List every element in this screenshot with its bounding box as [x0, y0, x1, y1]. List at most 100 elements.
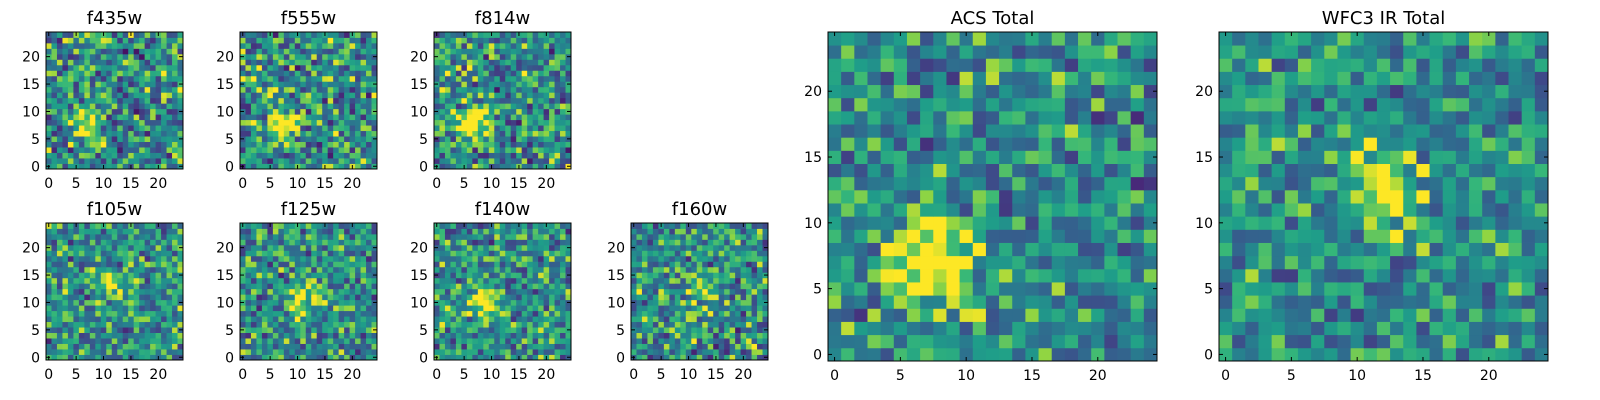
heatmap-cell	[133, 141, 140, 148]
heatmap-cell	[278, 92, 285, 99]
heatmap-cell	[56, 64, 63, 71]
heatmap-cell	[746, 316, 752, 323]
heatmap-cell	[250, 119, 257, 126]
heatmap-cell	[554, 338, 561, 344]
heatmap-cell	[565, 42, 572, 49]
heatmap-cell	[641, 283, 648, 290]
heatmap-cell	[674, 228, 681, 235]
heatmap-cell	[316, 316, 323, 323]
heatmap-cell	[172, 158, 178, 164]
heatmap-cell	[636, 305, 643, 312]
heatmap-cell	[554, 321, 561, 328]
heatmap-cell	[240, 97, 246, 104]
heatmap-cell	[521, 277, 528, 284]
heatmap-cell	[439, 338, 446, 344]
heatmap-cell	[549, 305, 555, 312]
heatmap-cell	[985, 203, 1000, 217]
heatmap-cell	[322, 147, 329, 153]
heatmap-cell	[751, 250, 758, 257]
heatmap-cell	[854, 189, 868, 204]
heatmap-cell	[494, 48, 501, 55]
heatmap-cell	[161, 338, 167, 344]
heatmap-cell	[466, 119, 473, 126]
heatmap-cell	[1051, 268, 1066, 283]
heatmap-cell	[261, 130, 268, 137]
heatmap-cell	[735, 223, 741, 229]
heatmap-cell	[466, 233, 473, 240]
heatmap-cell	[477, 53, 484, 60]
heatmap-cell	[867, 229, 882, 243]
heatmap-cell	[461, 92, 468, 99]
heatmap-cell	[751, 321, 758, 328]
heatmap-cell	[685, 272, 692, 279]
heatmap-cell	[565, 343, 572, 350]
heatmap-cell	[444, 272, 451, 279]
heatmap-cell	[549, 294, 555, 301]
heatmap-cell	[472, 37, 479, 44]
heatmap-cell	[84, 114, 91, 121]
heatmap-cell	[360, 37, 367, 44]
heatmap-cell	[316, 327, 323, 333]
heatmap-cell	[751, 277, 758, 284]
heatmap-cell	[172, 119, 178, 126]
heatmap-cell	[161, 349, 167, 355]
heatmap-cell	[289, 255, 296, 262]
heatmap-cell	[757, 223, 763, 229]
heatmap-cell	[333, 86, 340, 93]
heatmap-cell	[713, 261, 720, 268]
heatmap-cell	[461, 59, 468, 66]
heatmap-cell	[499, 125, 506, 132]
heatmap-cell	[111, 152, 118, 159]
heatmap-cell	[122, 53, 129, 60]
heatmap-cell	[554, 48, 561, 55]
heatmap-cell	[532, 288, 539, 295]
heatmap-cell	[718, 316, 725, 323]
heatmap-cell	[327, 158, 334, 164]
heatmap-cell	[477, 277, 484, 284]
heatmap-cell	[73, 81, 80, 88]
heatmap-cell	[106, 119, 113, 126]
heatmap-cell	[283, 147, 290, 153]
heatmap-cell	[560, 158, 566, 164]
heatmap-cell	[111, 42, 118, 49]
heatmap-cell	[455, 163, 462, 170]
y-tick-label: 10	[22, 104, 40, 120]
heatmap-cell	[51, 327, 58, 333]
heatmap-cell	[166, 114, 173, 121]
heatmap-cell	[477, 354, 484, 361]
heatmap-cell	[444, 266, 451, 273]
heatmap-cell	[355, 305, 361, 312]
heatmap-cell	[510, 283, 517, 290]
heatmap-cell	[166, 223, 173, 229]
heatmap-cell	[150, 97, 156, 104]
x-tick-label: 20	[537, 367, 555, 383]
heatmap-cell	[95, 266, 102, 273]
heatmap-cell	[327, 250, 334, 257]
heatmap-cell	[289, 338, 296, 344]
heatmap-cell	[311, 53, 318, 60]
heatmap-cell	[89, 81, 96, 88]
heatmap-cell	[527, 266, 534, 273]
heatmap-cell	[461, 233, 468, 240]
heatmap-cell	[906, 321, 921, 336]
heatmap-cell	[565, 294, 572, 301]
heatmap-cell	[494, 42, 501, 49]
heatmap-cell	[1038, 176, 1053, 191]
heatmap-cell	[488, 277, 495, 284]
heatmap-cell	[150, 266, 156, 273]
heatmap-cell	[150, 261, 156, 268]
heatmap-cell	[543, 332, 550, 339]
heatmap-cell	[150, 86, 156, 93]
heatmap-cell	[434, 141, 440, 148]
heatmap-cell	[256, 53, 263, 60]
heatmap-cell	[305, 147, 312, 153]
heatmap-cell	[305, 321, 312, 328]
heatmap-cell	[538, 327, 544, 333]
heatmap-cell	[360, 288, 367, 295]
heatmap-cell	[272, 130, 279, 137]
heatmap-cell	[669, 283, 676, 290]
heatmap-cell	[338, 250, 345, 257]
heatmap-cell	[272, 97, 279, 104]
heatmap-cell	[327, 147, 334, 153]
